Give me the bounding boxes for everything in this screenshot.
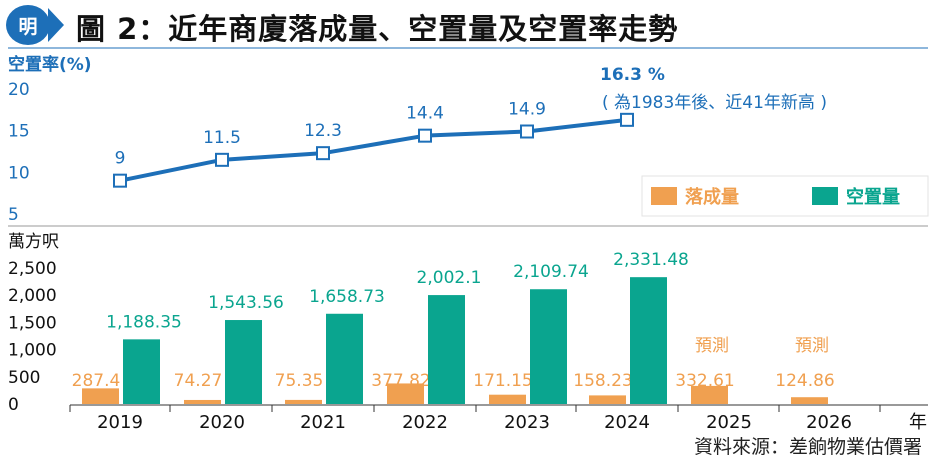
header: 明 圖 2：近年商廈落成量、空置量及空置率走勢 [0, 0, 936, 50]
bar-y-tick-label: 1,000 [8, 341, 57, 361]
x-tick-label: 2023 [504, 412, 550, 433]
completion-bar-label: 287.4 [72, 371, 121, 391]
vacancy-bar [428, 295, 465, 404]
completion-bar [489, 394, 526, 404]
bar-y-axis-label: 萬方呎 [8, 232, 59, 252]
vacancy-bar [123, 339, 160, 404]
newspaper-logo: 明 [6, 5, 50, 45]
legend-box [641, 175, 929, 217]
x-tick-label: 2021 [300, 412, 346, 433]
completion-bar [691, 385, 728, 404]
bar-y-tick-label: 1,500 [8, 313, 57, 333]
vacancy-rate-marker [620, 112, 634, 127]
x-tick-label: 2019 [97, 412, 143, 433]
vacancy-bar [530, 289, 567, 404]
vacancy-rate-last-label: 16.3 % [600, 65, 665, 85]
chart-title: 圖 2：近年商廈落成量、空置量及空置率走勢 [76, 12, 679, 46]
bar-y-tick-label: 500 [8, 368, 40, 388]
vacancy-bar [326, 313, 363, 404]
completion-bar-label: 124.86 [775, 371, 834, 391]
forecast-label: 預測 [795, 336, 829, 356]
vacancy-bar-label: 2,002.1 [417, 268, 482, 288]
vacancy-rate-label: 12.3 [304, 121, 342, 141]
completion-bar-label: 171.15 [473, 371, 532, 391]
completion-bar-label: 75.35 [275, 371, 324, 391]
completion-bar-label: 332.61 [675, 371, 734, 391]
x-tick-label: 2024 [604, 412, 650, 433]
vacancy-bar-label: 2,331.48 [613, 250, 689, 270]
vacancy-rate-marker [520, 124, 534, 139]
line-y-axis-label: 空置率(%) [8, 54, 92, 75]
x-axis-unit: 年 [909, 412, 927, 433]
line-y-tick-label: 15 [8, 122, 30, 142]
vacancy-rate-line [119, 117, 628, 183]
bar-y-tick-label: 2,000 [8, 286, 57, 306]
completion-bar [387, 383, 424, 404]
x-tick-label: 2022 [402, 412, 448, 433]
completion-bar-label: 377.82 [371, 371, 430, 391]
vacancy-bar [225, 320, 262, 404]
legend-swatch-completion [651, 187, 677, 205]
x-tick-label: 2026 [806, 412, 852, 433]
bar-y-tick-label: 2,500 [8, 259, 57, 279]
forecast-label: 預測 [695, 336, 729, 356]
line-y-tick-label: 5 [8, 205, 19, 225]
completion-bar [184, 399, 221, 404]
line-y-tick-label: 20 [8, 80, 30, 100]
completion-bar [791, 397, 828, 404]
logo-arrow [48, 8, 64, 42]
legend-label-completion: 落成量 [685, 186, 739, 208]
vacancy-bar-label: 1,543.56 [208, 293, 284, 313]
vacancy-rate-label: 14.9 [508, 100, 546, 120]
legend-swatch-vacancy [812, 187, 838, 205]
vacancy-rate-label: 9 [115, 149, 126, 169]
source-note: 資料來源：差餉物業估價署 [693, 436, 922, 458]
vacancy-bar-label: 1,188.35 [106, 312, 182, 332]
completion-bar-label: 74.27 [174, 371, 223, 391]
vacancy-rate-marker [316, 146, 330, 161]
legend-label-vacancy: 空置量 [846, 186, 900, 208]
completion-bar [285, 399, 322, 404]
vacancy-bar [630, 277, 667, 404]
vacancy-rate-label: 14.4 [406, 104, 444, 124]
vacancy-rate-marker [418, 128, 432, 143]
bar-y-tick-label: 0 [8, 395, 19, 415]
completion-bar-label: 158.23 [573, 371, 632, 391]
x-tick-label: 2020 [199, 412, 245, 433]
vacancy-rate-marker [215, 152, 229, 167]
vacancy-bar-label: 1,658.73 [309, 287, 385, 307]
vacancy-rate-marker [113, 173, 127, 188]
line-y-tick-label: 10 [8, 163, 30, 183]
x-tick-label: 2025 [706, 412, 752, 433]
record-high-annotation: ( 為1983年後、近41年新高 ) [602, 93, 827, 113]
vacancy-bar-label: 2,109.74 [513, 262, 589, 282]
vacancy-rate-label: 11.5 [203, 128, 241, 148]
completion-bar [82, 388, 119, 404]
completion-bar [589, 395, 626, 404]
